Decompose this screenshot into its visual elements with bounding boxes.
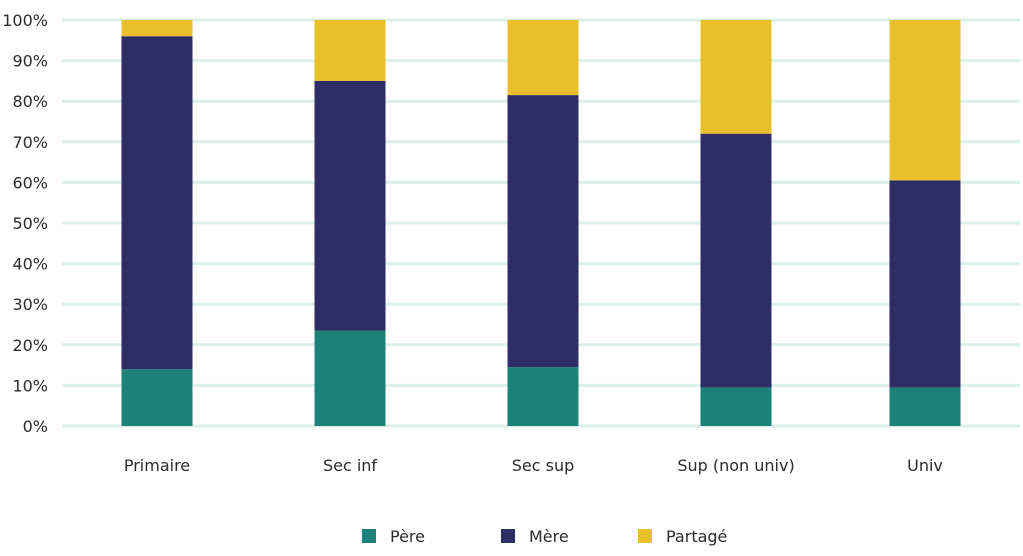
- x-tick-label: Sec inf: [323, 456, 377, 475]
- bar-m-re-primaire: [121, 36, 193, 370]
- bar-p-re-sup-non-univ: [700, 387, 772, 426]
- bar-m-re-sec-inf: [314, 80, 386, 331]
- bars: [121, 20, 961, 426]
- y-tick-label: 40%: [12, 255, 48, 274]
- bar-m-re-sec-sup: [507, 95, 579, 368]
- y-axis-ticks: 0% 10% 20% 30% 40% 50% 60% 70% 80% 90% 100%: [2, 11, 48, 436]
- x-axis-ticks: Primaire Sec inf Sec sup Sup (non univ) Univ: [124, 456, 943, 475]
- bar-p-re-sec-sup: [507, 367, 579, 426]
- y-tick-label: 10%: [12, 376, 48, 395]
- bar-m-re-sup-non-univ: [700, 133, 772, 388]
- legend-swatch-m-re: [501, 529, 515, 543]
- bar-p-re-sec-inf: [314, 330, 386, 426]
- bar-partag-sec-sup: [507, 20, 579, 96]
- bar-partag-univ: [889, 20, 961, 181]
- legend-label-m-re: Mère: [529, 527, 569, 546]
- bar-m-re-univ: [889, 180, 961, 388]
- legend: Père Mère Partagé: [362, 527, 727, 546]
- x-tick-label: Sup (non univ): [677, 456, 794, 475]
- y-tick-label: 20%: [12, 336, 48, 355]
- x-tick-label: Primaire: [124, 456, 190, 475]
- x-tick-label: Sec sup: [512, 456, 575, 475]
- y-tick-label: 90%: [12, 52, 48, 71]
- y-tick-label: 30%: [12, 295, 48, 314]
- y-tick-label: 70%: [12, 133, 48, 152]
- legend-label-partag: Partagé: [666, 527, 727, 546]
- bar-p-re-primaire: [121, 369, 193, 426]
- bar-partag-primaire: [121, 20, 193, 37]
- bar-p-re-univ: [889, 387, 961, 426]
- bar-partag-sup-non-univ: [700, 20, 772, 134]
- legend-swatch-partag: [638, 529, 652, 543]
- x-tick-label: Univ: [907, 456, 943, 475]
- bar-partag-sec-inf: [314, 20, 386, 81]
- y-tick-label: 60%: [12, 173, 48, 192]
- y-tick-label: 80%: [12, 92, 48, 111]
- legend-label-p-re: Père: [390, 527, 425, 546]
- y-tick-label: 0%: [23, 417, 48, 436]
- y-tick-label: 100%: [2, 11, 48, 30]
- legend-swatch-p-re: [362, 529, 376, 543]
- y-tick-label: 50%: [12, 214, 48, 233]
